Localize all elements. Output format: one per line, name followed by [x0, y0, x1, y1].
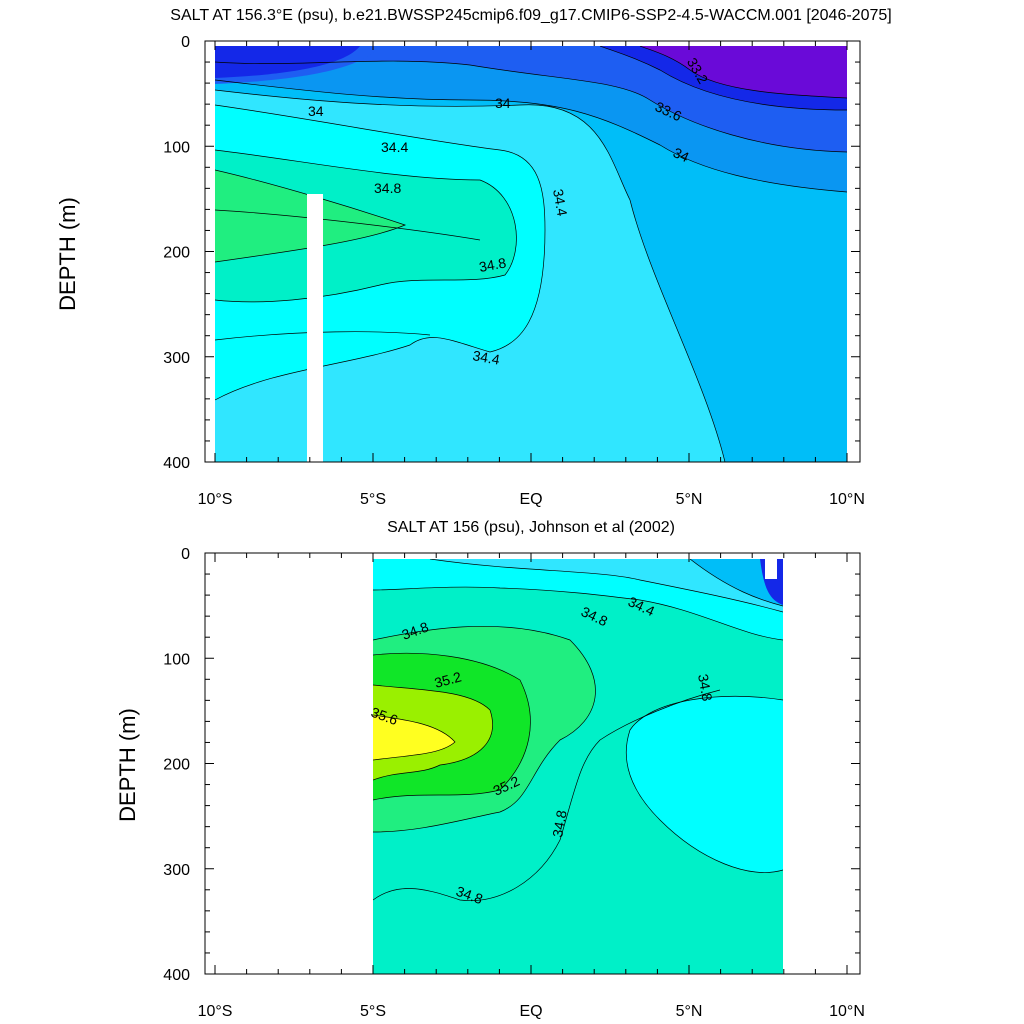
top-fill-33-2a	[215, 46, 360, 78]
x-tick-label: 5°S	[360, 1003, 386, 1020]
bottom-contour-fill	[373, 559, 783, 974]
y-tick-label: 400	[163, 967, 190, 984]
bottom-fill-34-2	[690, 559, 783, 606]
y-tick-label: 300	[163, 350, 190, 367]
top-clabel-34-b: 34	[495, 95, 511, 111]
bottom-ylabel: DEPTH (m)	[115, 708, 140, 822]
x-tick-label: EQ	[519, 1003, 542, 1020]
y-tick-label: 0	[181, 34, 190, 51]
x-tick-label: 10°S	[198, 1003, 233, 1020]
y-tick-label: 200	[163, 757, 190, 774]
x-tick-label: 10°N	[829, 1003, 865, 1020]
x-tick-label: 5°S	[360, 491, 386, 508]
y-tick-label: 200	[163, 245, 190, 262]
x-tick-label: EQ	[519, 491, 542, 508]
top-clabel-34-4a: 34.4	[381, 139, 408, 155]
top-contour-lines	[215, 46, 847, 462]
top-missing-column	[307, 194, 323, 462]
bottom-fill-34-6	[600, 559, 783, 873]
top-clabel-34-a: 34	[308, 103, 324, 119]
bottom-panel: SALT AT 156 (psu), Johnson et al (2002)	[115, 519, 865, 1020]
top-axes: 10°S 5°S EQ 5°N 10°N 0 100 200 300 400	[163, 34, 865, 508]
bottom-fill-35-6	[373, 715, 455, 760]
top-clabel-34-4b: 34.4	[550, 188, 571, 218]
x-tick-label: 5°N	[676, 1003, 703, 1020]
y-tick-label: 400	[163, 455, 190, 472]
bottom-title: SALT AT 156 (psu), Johnson et al (2002)	[387, 519, 675, 536]
top-panel: SALT AT 156.3°E (psu), b.e21.BWSSP245cmi…	[55, 7, 892, 508]
bottom-contour-lines	[373, 559, 783, 901]
top-contour-fill	[215, 46, 847, 462]
top-fill-32-8	[640, 46, 847, 98]
x-tick-label: 10°N	[829, 491, 865, 508]
top-clabel-34-8b: 34.8	[478, 254, 508, 275]
y-tick-label: 300	[163, 862, 190, 879]
y-tick-label: 100	[163, 651, 190, 668]
bottom-clabel-35-2a: 35.2	[433, 668, 464, 691]
top-ylabel: DEPTH (m)	[55, 197, 80, 311]
bottom-contour-labels: 34.8 34.8 34.4 35.2 34.8 35.6 35.2 34.8 …	[369, 593, 716, 907]
top-clabel-34-c: 34	[671, 144, 692, 165]
bottom-fill-34-4	[430, 559, 783, 612]
top-clabel-34-4c: 34.4	[471, 347, 501, 368]
y-tick-label: 0	[181, 546, 190, 563]
bottom-axes: 10°S 5°S EQ 5°N 10°N 0 100 200 300 400	[163, 546, 865, 1020]
bottom-missing-patch	[765, 559, 777, 579]
top-clabel-34-8a: 34.8	[374, 180, 401, 196]
x-tick-label: 10°S	[198, 491, 233, 508]
bottom-clabel-34-8c: 34.8	[695, 673, 716, 703]
bottom-clabel-34-8d: 34.8	[549, 809, 570, 839]
x-tick-label: 5°N	[676, 491, 703, 508]
y-tick-label: 100	[163, 139, 190, 156]
top-title: SALT AT 156.3°E (psu), b.e21.BWSSP245cmi…	[170, 7, 891, 24]
